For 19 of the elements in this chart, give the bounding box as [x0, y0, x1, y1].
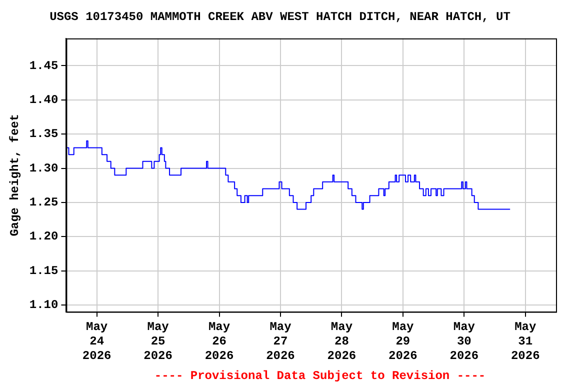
x-tick-label: May 24 2026 [82, 320, 112, 363]
y-tick-label: 1.45 [29, 58, 58, 73]
x-tick-label: May 25 2026 [144, 320, 172, 363]
x-tick-label: May 28 2026 [327, 320, 356, 363]
text: ---- Provisional Data Subject to Revision ---- [154, 369, 486, 384]
x-tick-label: May 31 2026 [510, 320, 540, 363]
x-tick-label: May 29 2026 [388, 320, 418, 363]
y-tick-label: 1.30 [29, 161, 58, 176]
y-tick-label: 1.40 [29, 92, 58, 107]
chart-title: USGS 10173450 MAMMOTH CREEK ABV WEST HATCH DITCH, NEAR HATCH, UT [50, 10, 510, 24]
x-tick-label: May 26 2026 [204, 320, 234, 363]
y-tick-label: 1.20 [29, 230, 58, 244]
y-tick-label: 1.10 [29, 298, 58, 312]
y-tick-label: 1.15 [29, 264, 58, 278]
x-tick-label: May 30 2026 [450, 320, 479, 363]
y-axis-title: Gage height, feet [8, 114, 22, 236]
y-tick-label: 1.25 [29, 195, 58, 210]
y-tick-label: 1.35 [29, 127, 58, 142]
x-tick-label: May 27 2026 [266, 320, 295, 363]
